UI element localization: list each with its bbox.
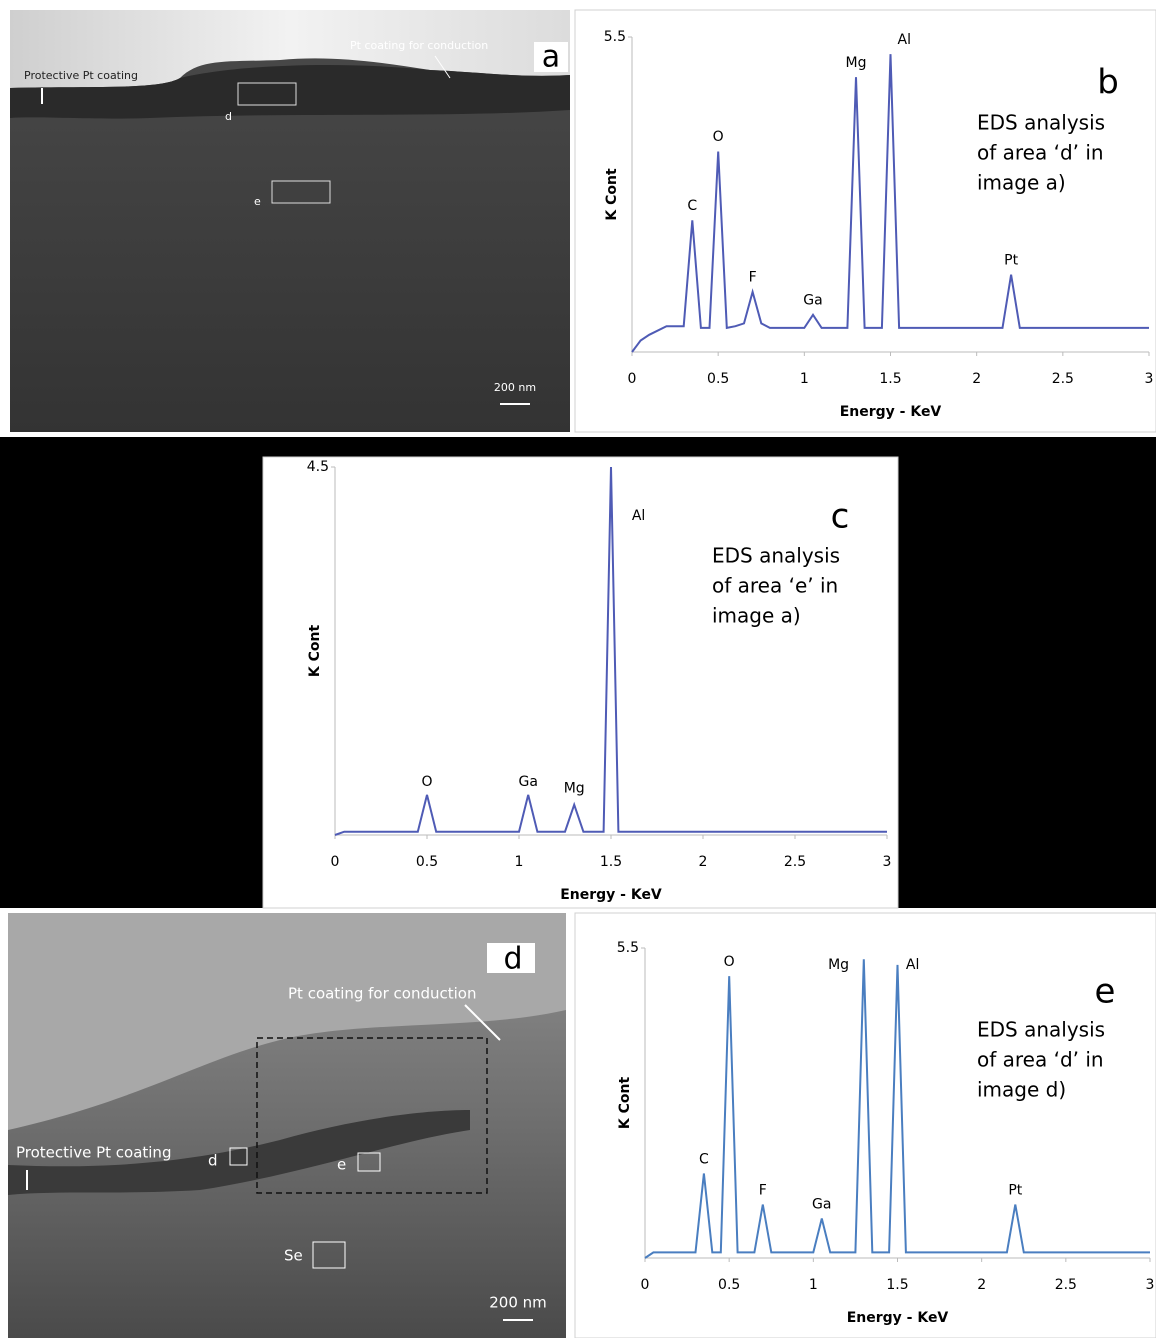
y-tick-label: 5.5: [617, 940, 639, 956]
chart-panel: [262, 456, 899, 909]
x-tick-label: 0.5: [707, 371, 729, 387]
area-label: d: [225, 110, 232, 123]
peak-label: Ga: [518, 774, 537, 790]
panel-letter-bg: [534, 42, 568, 72]
side-label: Protective Pt coating: [16, 1144, 171, 1162]
x-tick-label: 2: [972, 371, 981, 387]
sem-image-a: d e Pt coating for conduction Protective…: [10, 10, 570, 432]
peak-label: O: [713, 129, 724, 145]
x-tick-label: 0: [628, 371, 637, 387]
dashed-box: [256, 1037, 488, 1194]
spectrum-line: [644, 959, 1150, 1259]
peak-label: Ga: [812, 1196, 831, 1212]
note: of area ‘d’ in: [977, 1048, 1104, 1072]
x-tick-label: 1: [800, 371, 809, 387]
peak-label: Mg: [828, 957, 849, 973]
area-box: [271, 180, 331, 204]
scale-label: 200 nm: [489, 1294, 547, 1312]
pt-coating-surface: [8, 913, 566, 1130]
x-tick-label: 2.5: [1055, 1277, 1077, 1293]
x-tick-label: 0: [641, 1277, 650, 1293]
x-tick-label: 3: [1146, 1277, 1155, 1293]
sem-image-d: d e Se Pt coating for conduction Protect…: [8, 913, 566, 1338]
x-tick-label: 1: [809, 1277, 818, 1293]
spectrum-line: [631, 54, 1149, 353]
panel-letter: e: [1095, 972, 1116, 1012]
peak-label: F: [749, 270, 757, 286]
y-tick-label: 4.5: [307, 459, 329, 475]
x-tick-label: 2.5: [784, 854, 806, 870]
note: image a): [712, 604, 801, 628]
panel-letter-bg: [487, 943, 535, 973]
peak-label: C: [687, 198, 697, 214]
area-box: [237, 82, 297, 106]
panel-letter: a: [542, 40, 560, 75]
x-tick-label: 1.5: [879, 371, 901, 387]
peak-label: Mg: [846, 55, 867, 71]
x-tick-label: 1.5: [600, 854, 622, 870]
y-axis-label: K Cont: [617, 1077, 633, 1130]
chart-panel: [574, 912, 1156, 1338]
note: of area ‘d’ in: [977, 141, 1104, 165]
note: of area ‘e’ in: [712, 574, 838, 598]
peak-label: F: [759, 1182, 767, 1198]
peak-label: Ga: [803, 292, 822, 308]
area-box: [229, 1147, 248, 1166]
note: EDS analysis: [977, 1018, 1105, 1042]
x-tick-label: 0.5: [718, 1277, 740, 1293]
x-axis-label: Energy - KeV: [840, 404, 942, 420]
panel-letter: b: [1097, 63, 1119, 103]
y-axis-label: K Cont: [604, 168, 620, 221]
note: image a): [977, 171, 1066, 195]
side-label: Protective Pt coating: [24, 69, 138, 82]
panel-letter: d: [503, 942, 522, 977]
x-tick-label: 0.5: [416, 854, 438, 870]
x-tick-label: 3: [1145, 371, 1154, 387]
y-axis-label: K Cont: [307, 625, 323, 678]
peak-label: Pt: [1004, 252, 1018, 268]
y-tick-label: 5.5: [604, 29, 626, 45]
panel-letter: c: [831, 497, 850, 537]
coating-layer: [10, 64, 570, 119]
peak-label: Al: [898, 32, 911, 48]
peak-label: Pt: [1008, 1182, 1022, 1198]
arrow: [434, 55, 451, 79]
top-label: Pt coating for conduction: [288, 985, 477, 1003]
area-label: d: [208, 1152, 218, 1170]
peak-label: Mg: [564, 780, 585, 796]
note: EDS analysis: [712, 544, 840, 568]
x-tick-label: 2: [977, 1277, 986, 1293]
chart-panel: [574, 9, 1156, 433]
peak-label: C: [699, 1151, 709, 1167]
peak-label: O: [421, 774, 432, 790]
x-tick-label: 3: [883, 854, 892, 870]
x-axis-label: Energy - KeV: [560, 887, 662, 903]
area-label: e: [254, 195, 261, 208]
pt-coating-surface: [10, 10, 570, 88]
x-tick-label: 1: [515, 854, 524, 870]
area-label: Se: [284, 1247, 303, 1265]
x-tick-label: 2: [699, 854, 708, 870]
note: EDS analysis: [977, 111, 1105, 135]
x-tick-label: 1.5: [886, 1277, 908, 1293]
area-label: e: [337, 1156, 346, 1174]
area-box: [312, 1241, 346, 1269]
peak-label: Al: [632, 508, 645, 524]
note: image d): [977, 1078, 1066, 1102]
spectrum-line: [334, 466, 887, 836]
peak-label: Al: [906, 957, 919, 973]
top-label: Pt coating for conduction: [350, 39, 488, 52]
x-tick-label: 2.5: [1052, 371, 1074, 387]
x-tick-label: 0: [331, 854, 340, 870]
x-axis-label: Energy - KeV: [847, 1310, 949, 1326]
area-box: [357, 1152, 381, 1172]
arrow: [464, 1004, 501, 1041]
peak-label: O: [724, 954, 735, 970]
scale-label: 200 nm: [494, 381, 536, 394]
coating-layer: [8, 1110, 470, 1195]
